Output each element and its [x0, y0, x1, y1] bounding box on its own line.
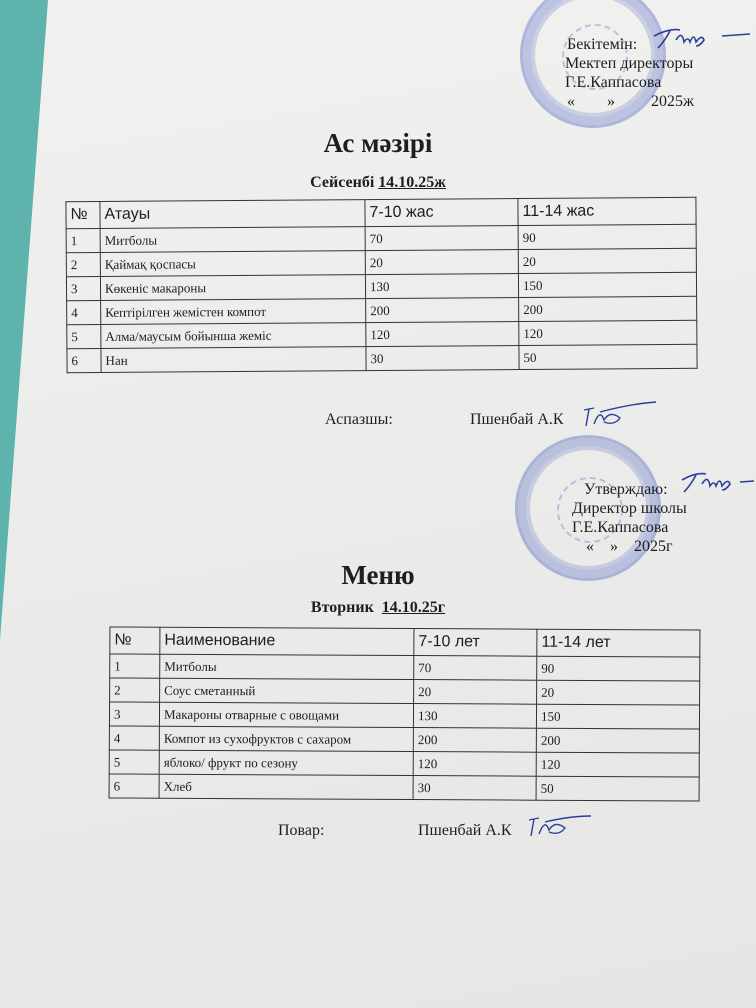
col-age-11-14: 11-14 жас — [517, 197, 697, 226]
cell: 200 — [413, 727, 537, 753]
cell: Компот из сухофруктов с сахаром — [159, 726, 414, 752]
cell: 120 — [518, 320, 697, 346]
director-signature — [681, 472, 755, 493]
table-row: 1 Митболы 70 90 — [109, 653, 700, 682]
cell: яблоко/ фрукт по сезону — [159, 750, 414, 776]
cell: Кептірілген жемістен компот — [100, 298, 366, 325]
cell: Митболы — [100, 226, 366, 253]
cell: 20 — [518, 248, 697, 274]
table-row: 4 Компот из сухофруктов с сахаром 200 200 — [109, 725, 700, 754]
cell: 3 — [66, 276, 101, 301]
cell: Көкеніс макароны — [100, 274, 366, 301]
cell: 50 — [536, 776, 700, 802]
table-header: № Наименование 7-10 лет 11-14 лет — [109, 626, 700, 658]
col-number: № — [65, 201, 101, 229]
approval-label: Бекітемін: — [567, 36, 638, 53]
col-number: № — [109, 626, 160, 655]
cell: 5 — [66, 324, 101, 349]
cell: 20 — [365, 249, 519, 275]
col-name: Атауы — [99, 199, 366, 229]
cell: Хлеб — [159, 774, 414, 800]
table-row: 3 Макароны отварные с овощами 130 150 — [109, 701, 700, 730]
cell: 90 — [536, 656, 700, 682]
cell: Нан — [100, 346, 367, 373]
cell: 3 — [109, 701, 160, 727]
approval-label: Утверждаю: — [584, 481, 668, 498]
cell: Митболы — [159, 654, 414, 680]
cell: 90 — [518, 224, 697, 250]
cell: 2 — [109, 677, 160, 703]
director-title: Директор школы — [572, 500, 687, 517]
cell: 1 — [109, 653, 160, 679]
school-stamp — [515, 435, 661, 581]
col-age-7-10: 7-10 жас — [364, 198, 519, 227]
table-row: 2 Соус сметанный 20 20 — [109, 677, 700, 706]
cook-signature — [583, 401, 657, 427]
cook-label-kz: Аспазшы: — [325, 411, 393, 428]
cell: 200 — [536, 728, 700, 754]
cell: 120 — [413, 751, 537, 777]
col-age-11-14: 11-14 лет — [536, 629, 700, 658]
cell: Қаймақ қоспасы — [100, 250, 366, 277]
director-name: Г.Е.Каппасова — [565, 74, 662, 91]
cell: 50 — [518, 344, 698, 370]
approval-block-ru: Утверждаю: Директор школы Г.Е.Каппасова … — [572, 480, 687, 556]
director-signature — [653, 28, 751, 49]
cell: Алма/маусым бойынша жеміс — [100, 322, 366, 349]
table-row: 5 яблоко/ фрукт по сезону 120 120 — [109, 749, 700, 778]
menu-date-ru: Вторник 14.10.25г — [0, 599, 756, 617]
page-title-kz: Ас мәзірі — [323, 128, 433, 158]
date: 14.10.25ж — [378, 174, 446, 191]
cell: 130 — [365, 273, 519, 299]
cook-name-kz: Пшенбай А.К — [470, 411, 564, 428]
cell: 5 — [109, 749, 160, 775]
cell: 4 — [66, 300, 101, 325]
cell: 4 — [109, 725, 160, 751]
approval-block-kz: Бекітемін: Мектеп директоры Г.Е.Каппасов… — [565, 35, 694, 111]
cell: Макароны отварные с овощами — [159, 702, 414, 728]
cell: 200 — [518, 296, 697, 322]
menu-table-kz: № Атауы 7-10 жас 11-14 жас 1 Митболы 70 90 … — [65, 197, 698, 373]
cell: 120 — [365, 321, 519, 347]
weekday: Сейсенбі — [310, 174, 375, 191]
cell: 1 — [66, 228, 101, 253]
cell: 70 — [365, 225, 519, 251]
cell: 120 — [536, 752, 700, 778]
cell: 130 — [413, 703, 537, 729]
school-stamp — [520, 0, 666, 128]
table-row: 6 Хлеб 30 50 — [109, 773, 700, 802]
page-title-ru: Меню — [341, 560, 415, 590]
cell: 150 — [536, 704, 700, 730]
cell: 200 — [365, 297, 519, 323]
approval-date: « » 2025ж — [567, 93, 695, 110]
weekday: Вторник — [310, 599, 374, 616]
approval-date: « » 2025г — [586, 538, 673, 555]
cell: 20 — [413, 679, 537, 705]
cook-name-ru: Пшенбай А.К — [418, 822, 512, 839]
date: 14.10.25г — [381, 599, 446, 616]
cell: 150 — [518, 272, 697, 298]
col-age-7-10: 7-10 лет — [413, 628, 537, 657]
cell: 2 — [66, 252, 101, 277]
cell: 30 — [365, 345, 520, 371]
director-name: Г.Е.Каппасова — [572, 519, 669, 536]
cell: Соус сметанный — [159, 678, 414, 704]
col-name: Наименование — [159, 627, 414, 656]
table-row: 6 Нан 30 50 — [66, 344, 698, 373]
cell: 6 — [66, 348, 102, 373]
menu-date-kz: Сейсенбі 14.10.25ж — [0, 174, 756, 192]
cell: 6 — [109, 773, 160, 799]
cook-label-ru: Повар: — [278, 822, 325, 839]
menu-table-ru: № Наименование 7-10 лет 11-14 лет 1 Митбо… — [109, 626, 701, 802]
director-title: Мектеп директоры — [565, 55, 694, 72]
cell: 30 — [413, 775, 537, 801]
cell: 20 — [536, 680, 700, 706]
cell: 70 — [413, 655, 537, 681]
cook-signature — [528, 815, 592, 837]
